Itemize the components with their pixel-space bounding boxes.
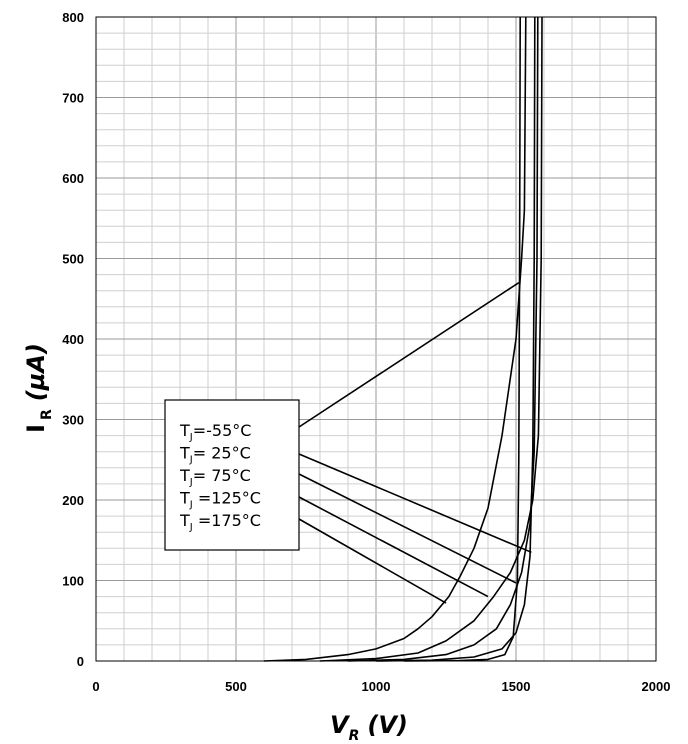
curve-tj-75 bbox=[347, 16, 539, 662]
y-tick-label: 0 bbox=[77, 654, 84, 669]
curves bbox=[263, 16, 543, 662]
leader-line bbox=[298, 518, 447, 604]
x-axis-sub: R bbox=[349, 728, 360, 744]
leader-line bbox=[298, 473, 517, 584]
y-tick-label: 800 bbox=[62, 10, 84, 25]
x-tick-label: 1000 bbox=[362, 679, 391, 694]
curve-tj-125 bbox=[319, 16, 543, 662]
leader-line bbox=[298, 496, 489, 598]
curve-tj-175 bbox=[263, 16, 527, 662]
y-tick-label: 500 bbox=[62, 252, 84, 267]
y-axis-unit: (µA) bbox=[22, 343, 50, 401]
x-tick-label: 1500 bbox=[502, 679, 531, 694]
x-tick-label: 2000 bbox=[642, 679, 671, 694]
y-axis-title: IR (µA) bbox=[22, 343, 55, 433]
legend: TJ=-55°CTJ= 25°CTJ= 75°CTJ =125°CTJ =175… bbox=[164, 399, 300, 551]
legend-entry: TJ= 75°C bbox=[179, 466, 251, 488]
y-tick-label: 200 bbox=[62, 493, 84, 508]
plot-frame bbox=[95, 16, 657, 662]
y-tick-label: 400 bbox=[62, 332, 84, 347]
y-tick-label: 300 bbox=[62, 413, 84, 428]
legend-entry: TJ =175°C bbox=[179, 511, 261, 533]
x-axis-title: VR (V) bbox=[330, 711, 408, 744]
y-tick-label: 600 bbox=[62, 171, 84, 186]
x-tick-label: 500 bbox=[225, 679, 247, 694]
x-tick-labels: 0 500 1000 1500 2000 bbox=[92, 679, 670, 694]
legend-entry: TJ= 25°C bbox=[179, 444, 251, 466]
y-tick-label: 100 bbox=[62, 574, 84, 589]
y-axis-sub: R bbox=[39, 409, 55, 420]
y-tick-labels: 0 100 200 300 400 500 600 700 800 bbox=[62, 10, 84, 669]
grid bbox=[95, 16, 657, 662]
legend-entry: TJ=-55°C bbox=[179, 421, 251, 443]
leader-lines bbox=[298, 281, 532, 604]
leader-line bbox=[298, 453, 532, 554]
legend-entry: TJ =125°C bbox=[179, 489, 261, 511]
x-axis-main: V bbox=[330, 711, 351, 739]
curve-tj-25 bbox=[375, 16, 536, 662]
x-tick-label: 0 bbox=[92, 679, 99, 694]
y-axis-main: I bbox=[22, 424, 50, 433]
y-tick-label: 700 bbox=[62, 91, 84, 106]
legend-box bbox=[164, 399, 300, 551]
leader-line bbox=[298, 281, 520, 428]
x-axis-unit: (V) bbox=[367, 711, 408, 739]
